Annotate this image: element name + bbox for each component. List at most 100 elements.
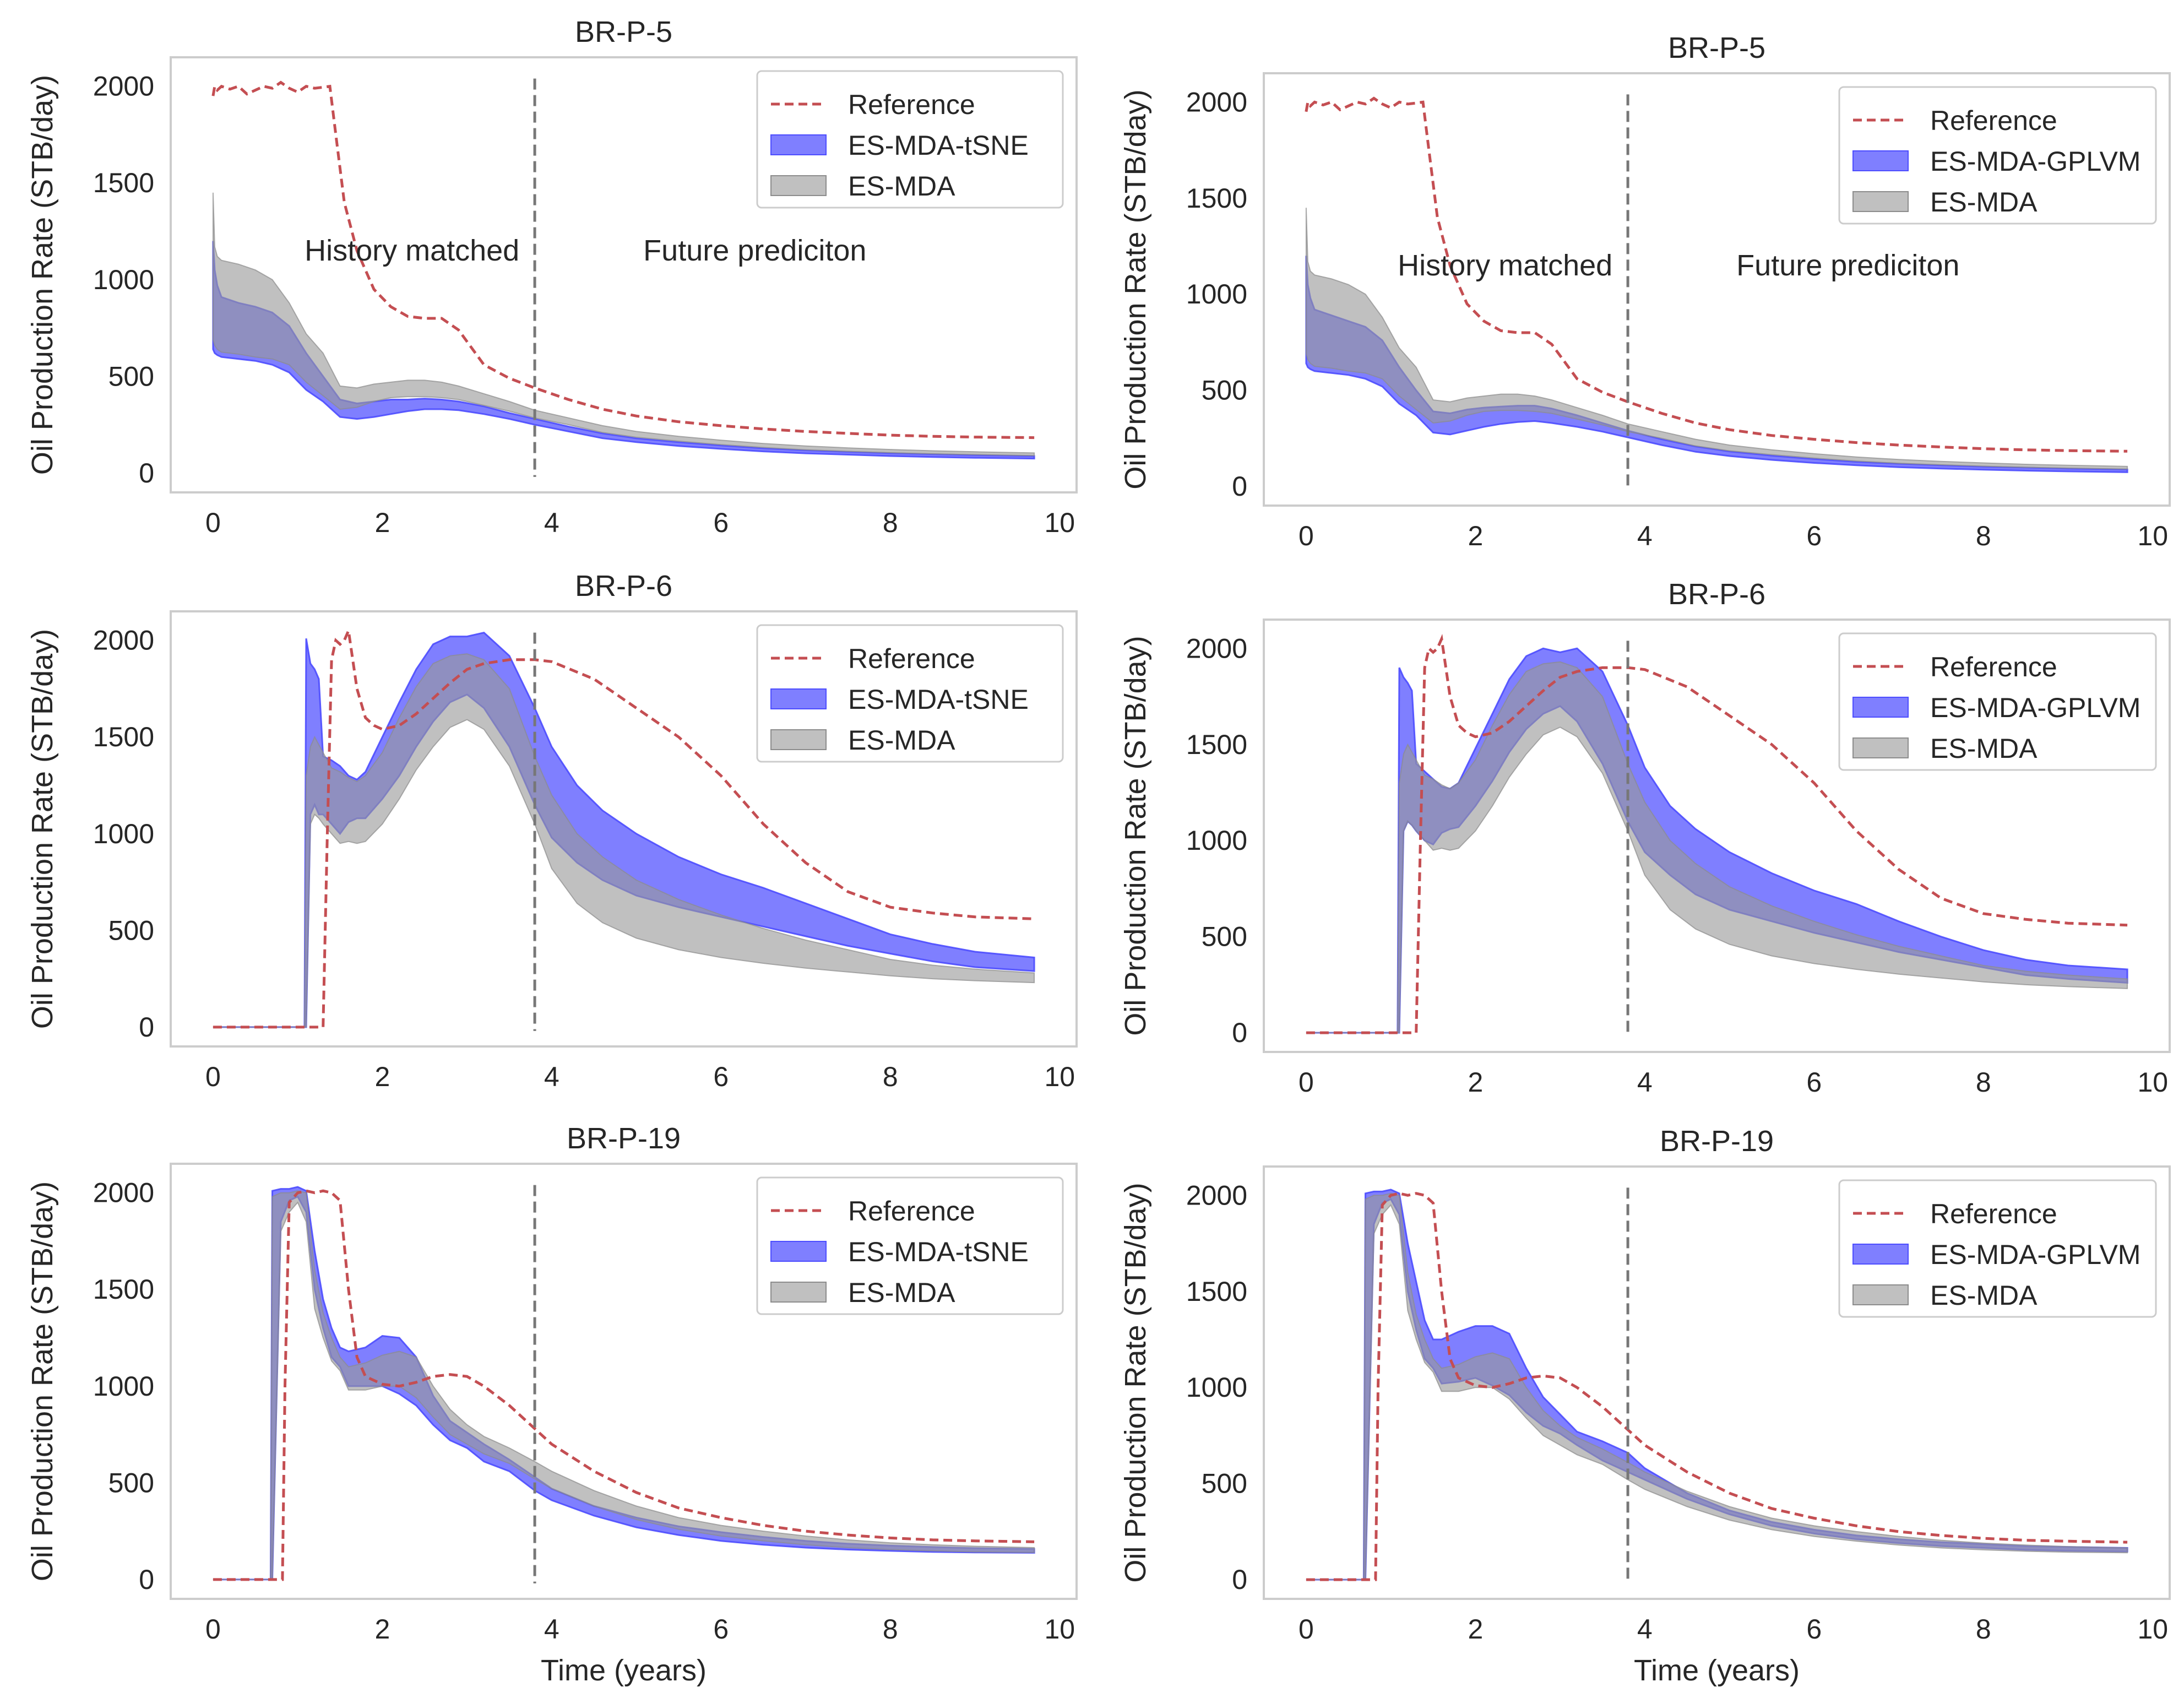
legend-label: ES-MDA-tSNE: [848, 130, 1029, 161]
chart-panel-3: BR-P-6 0 2 4 6 8 10 0 500 1000 1500 2000 Oil Product…: [26, 569, 1078, 1092]
axes-frame: [170, 610, 1078, 1048]
legend-swatch-es-mda-tsne: [770, 134, 827, 155]
y-tick-label: 500: [108, 361, 154, 392]
x-tick-label: 10: [2137, 1614, 2168, 1645]
axes-frame: [1263, 619, 2171, 1053]
band-es-mda: [1306, 1192, 2128, 1581]
plot-content: [213, 626, 1035, 1031]
y-tick-label: 500: [1202, 1468, 1247, 1499]
legend: Reference ES-MDA-GPLVM ES-MDA: [1838, 86, 2157, 225]
x-tick-label: 6: [1806, 1614, 1822, 1645]
x-tick-label: 8: [883, 1061, 898, 1092]
annotation-label: History matched: [305, 234, 519, 267]
y-tick-label: 500: [1202, 375, 1247, 406]
x-axis-label: Time (years): [1634, 1654, 1800, 1687]
x-axis-label: Time (years): [541, 1654, 707, 1687]
reference-line: [211, 80, 1035, 440]
y-tick-label: 1500: [1186, 183, 1247, 214]
legend-label: ES-MDA: [1930, 187, 2038, 218]
legend-box: [1838, 632, 2157, 771]
legend-label: Reference: [848, 643, 975, 674]
legend: Reference ES-MDA-tSNE ES-MDA: [756, 70, 1064, 209]
legend-box: [1838, 1179, 2157, 1318]
y-tick-label: 2000: [93, 625, 154, 656]
x-tick-label: 2: [374, 507, 390, 538]
y-axis-label: Oil Production Rate (STB/day): [26, 1181, 59, 1581]
y-tick-label: 500: [1202, 921, 1247, 952]
y-tick-label: 0: [1232, 1017, 1247, 1048]
legend-box: [1838, 86, 2157, 225]
y-tick-label: 1000: [1186, 279, 1247, 310]
chart-panel-1: History matched Future prediciton BR-P-5 0 2…: [26, 15, 1078, 538]
y-axis-label: Oil Production Rate (STB/day): [1119, 636, 1152, 1035]
chart-panel-2: History matched Future prediciton BR-P-5 0 2…: [1119, 31, 2171, 551]
legend-label: Reference: [1930, 1198, 2057, 1229]
legend-label: Reference: [1930, 105, 2057, 136]
legend-label: Reference: [848, 89, 975, 120]
annotation-label: History matched: [1398, 249, 1612, 282]
chart-panel-5: BR-P-19 0 2 4 6 8 10 0 500 1000 1500 2000 Oil Produc…: [26, 1122, 1078, 1687]
legend-swatch-es-mda: [770, 729, 827, 750]
y-tick-label: 2000: [1186, 1180, 1247, 1211]
y-tick-label: 1500: [93, 167, 154, 198]
legend-label: ES-MDA-GPLVM: [1930, 692, 2140, 723]
x-tick-label: 8: [1976, 520, 1991, 551]
x-tick-label: 8: [883, 1614, 898, 1645]
legend-label: ES-MDA: [848, 171, 955, 202]
y-axis-label: Oil Production Rate (STB/day): [26, 75, 59, 475]
legend-box: [756, 70, 1064, 209]
x-tick-label: 8: [1976, 1067, 1991, 1098]
reference-line: [1305, 96, 2128, 453]
y-tick-label: 0: [139, 1012, 154, 1043]
band-es-mda: [213, 653, 1035, 1028]
chart-title: BR-P-19: [1660, 1125, 1774, 1158]
chart-title: BR-P-6: [1668, 578, 1765, 611]
x-tick-label: 10: [1044, 507, 1075, 538]
y-axis-label: Oil Production Rate (STB/day): [1119, 89, 1152, 489]
x-tick-label: 4: [544, 1061, 559, 1092]
y-tick-label: 2000: [1186, 633, 1247, 664]
legend-box: [756, 624, 1064, 763]
x-tick-label: 4: [1637, 1067, 1653, 1098]
band-es-mda: [213, 1190, 1035, 1580]
annotation-label: Future prediciton: [1736, 249, 1959, 282]
chart-title: BR-P-19: [567, 1122, 681, 1155]
x-tick-label: 10: [1044, 1061, 1075, 1092]
y-tick-label: 1000: [93, 818, 154, 849]
band-es-mda: [1306, 661, 2128, 1034]
x-tick-label: 0: [1299, 1614, 1314, 1645]
y-tick-label: 500: [108, 1467, 154, 1498]
legend-label: ES-MDA-tSNE: [848, 684, 1029, 715]
x-tick-label: 0: [1299, 1067, 1314, 1098]
legend-swatch-es-mda: [1852, 1284, 1909, 1305]
legend-swatch-es-mda-tsne: [770, 1241, 827, 1262]
legend-label: ES-MDA: [848, 1277, 955, 1308]
legend-label: ES-MDA: [1930, 733, 2038, 764]
y-tick-label: 1000: [93, 264, 154, 295]
x-tick-label: 8: [1976, 1614, 1991, 1645]
y-tick-label: 2000: [93, 71, 154, 102]
x-tick-label: 0: [1299, 520, 1314, 551]
y-tick-label: 1000: [1186, 1372, 1247, 1403]
y-tick-label: 0: [139, 458, 154, 489]
chart-title: BR-P-5: [1668, 31, 1765, 64]
y-tick-label: 2000: [93, 1178, 154, 1208]
x-tick-label: 4: [544, 507, 559, 538]
reference-line: [213, 626, 1035, 1029]
plot-content: [1306, 1187, 2128, 1584]
band-es-mda: [1305, 208, 2128, 470]
y-tick-label: 2000: [1186, 86, 1247, 117]
y-tick-label: 1000: [93, 1371, 154, 1402]
legend: Reference ES-MDA-GPLVM ES-MDA: [1838, 632, 2157, 771]
y-tick-label: 1500: [1186, 1276, 1247, 1307]
y-axis-label: Oil Production Rate (STB/day): [26, 629, 59, 1029]
y-tick-label: 1500: [93, 721, 154, 752]
x-tick-label: 10: [2137, 520, 2168, 551]
x-tick-label: 0: [205, 1061, 221, 1092]
legend-box: [756, 1176, 1064, 1315]
y-tick-label: 0: [1232, 471, 1247, 502]
x-tick-label: 6: [713, 1061, 729, 1092]
axes-frame: [1263, 72, 2171, 507]
y-tick-label: 1000: [1186, 825, 1247, 856]
